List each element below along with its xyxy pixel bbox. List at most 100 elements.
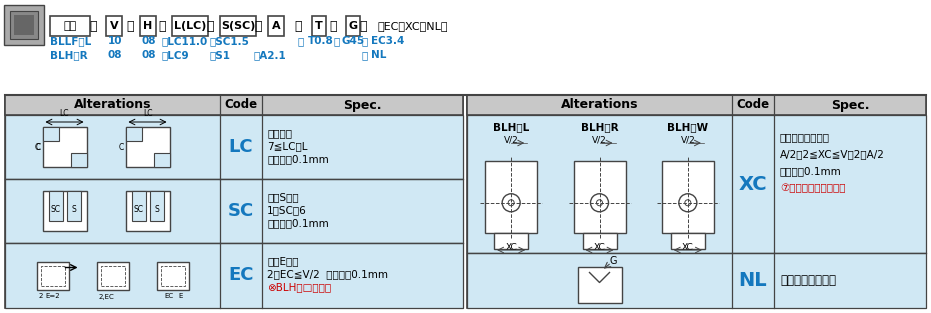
Bar <box>346 16 360 36</box>
Text: －: － <box>294 19 302 33</box>
Text: NL: NL <box>738 271 767 290</box>
Bar <box>43 127 59 141</box>
Text: －LC11.0: －LC11.0 <box>162 36 209 46</box>
Text: Alterations: Alterations <box>74 99 151 111</box>
Text: Alterations: Alterations <box>560 99 639 111</box>
Text: SC: SC <box>133 204 143 213</box>
Text: 変更S尺寸: 変更S尺寸 <box>267 192 299 202</box>
Text: 2,EC: 2,EC <box>99 294 115 300</box>
Bar <box>10 11 38 39</box>
Text: Code: Code <box>224 99 258 111</box>
Bar <box>126 127 169 167</box>
Text: C: C <box>118 142 124 151</box>
Text: C: C <box>35 142 41 151</box>
Text: 変更E尺寸: 変更E尺寸 <box>267 256 299 266</box>
Text: 変更全長: 変更全長 <box>267 128 292 138</box>
Bar <box>66 191 80 221</box>
Text: C: C <box>34 142 39 151</box>
Circle shape <box>679 194 696 212</box>
Text: 08: 08 <box>142 36 156 46</box>
Bar <box>14 15 34 35</box>
Bar <box>126 191 169 231</box>
Bar <box>671 233 705 249</box>
Circle shape <box>502 194 520 212</box>
Text: V: V <box>110 21 118 31</box>
Text: －LC9: －LC9 <box>162 50 190 60</box>
Text: V/2: V/2 <box>681 136 695 145</box>
Text: －: － <box>158 19 166 33</box>
Text: EC3.4: EC3.4 <box>371 36 404 46</box>
Bar <box>48 191 62 221</box>
Text: 08: 08 <box>142 50 156 60</box>
Bar <box>172 16 208 36</box>
Text: V/2: V/2 <box>592 136 607 145</box>
Text: EC: EC <box>228 266 254 285</box>
Text: H: H <box>143 21 153 31</box>
Text: XC: XC <box>682 243 694 252</box>
Text: －SC1.5: －SC1.5 <box>210 36 250 46</box>
Text: T0.8: T0.8 <box>308 36 333 46</box>
Text: ⊗BLH－□不适用: ⊗BLH－□不适用 <box>267 283 331 293</box>
Bar <box>467 95 926 115</box>
Text: ⑦仅带导正销孔型适用: ⑦仅带导正销孔型适用 <box>780 183 845 193</box>
Text: 指定単位0.1mm: 指定単位0.1mm <box>780 166 842 176</box>
Text: －: － <box>330 19 337 33</box>
Bar <box>41 265 64 285</box>
Bar <box>485 161 537 233</box>
Text: G: G <box>348 21 358 31</box>
Bar <box>583 233 616 249</box>
Text: XC: XC <box>506 243 517 252</box>
Bar <box>494 233 528 249</box>
Text: －A2.1: －A2.1 <box>254 50 287 60</box>
Bar <box>268 16 284 36</box>
Bar <box>101 265 125 285</box>
Text: SC: SC <box>50 204 61 213</box>
Text: 変更导正销孔位置: 変更导正销孔位置 <box>780 132 830 142</box>
Text: G45: G45 <box>342 36 365 46</box>
Bar <box>156 261 188 290</box>
Circle shape <box>508 200 514 206</box>
Text: BLH－R: BLH－R <box>581 122 618 132</box>
Bar <box>50 16 90 36</box>
Text: XC: XC <box>594 243 605 252</box>
Text: 1＜SC＜6: 1＜SC＜6 <box>267 205 306 215</box>
Text: BLH－L: BLH－L <box>493 122 530 132</box>
Text: E=2: E=2 <box>46 294 60 300</box>
Circle shape <box>597 200 602 206</box>
Text: S: S <box>155 204 159 213</box>
Bar <box>577 266 622 302</box>
Text: LC: LC <box>229 138 253 156</box>
Text: －: － <box>207 19 214 33</box>
Bar <box>467 253 926 308</box>
Text: 型式: 型式 <box>63 21 76 31</box>
Bar <box>4 5 44 45</box>
Text: －: － <box>298 36 304 46</box>
Text: －: － <box>359 19 367 33</box>
Text: 2: 2 <box>38 294 43 300</box>
Circle shape <box>590 194 609 212</box>
Bar <box>160 265 184 285</box>
Text: T: T <box>315 21 323 31</box>
Circle shape <box>685 200 691 206</box>
Bar <box>5 179 463 243</box>
Bar <box>140 16 156 36</box>
Text: （EC・XC・NL）: （EC・XC・NL） <box>378 21 449 31</box>
Text: 指定単位0.1mm: 指定単位0.1mm <box>267 154 329 164</box>
Text: A: A <box>272 21 280 31</box>
Text: －: － <box>89 19 97 33</box>
Text: L(LC): L(LC) <box>174 21 206 31</box>
Text: BLH－W: BLH－W <box>668 122 708 132</box>
Text: EC: EC <box>164 294 173 300</box>
Text: V/2: V/2 <box>504 136 519 145</box>
Text: 指定単位0.1mm: 指定単位0.1mm <box>267 218 329 228</box>
Text: S: S <box>71 204 75 213</box>
Bar <box>131 191 145 221</box>
Bar <box>43 191 87 231</box>
Text: LC: LC <box>60 109 69 118</box>
Text: BLH－R: BLH－R <box>50 50 88 60</box>
Bar <box>5 243 463 308</box>
Bar <box>467 95 926 308</box>
Bar <box>220 16 256 36</box>
Text: XC: XC <box>738 175 767 193</box>
Text: LC: LC <box>142 109 153 118</box>
